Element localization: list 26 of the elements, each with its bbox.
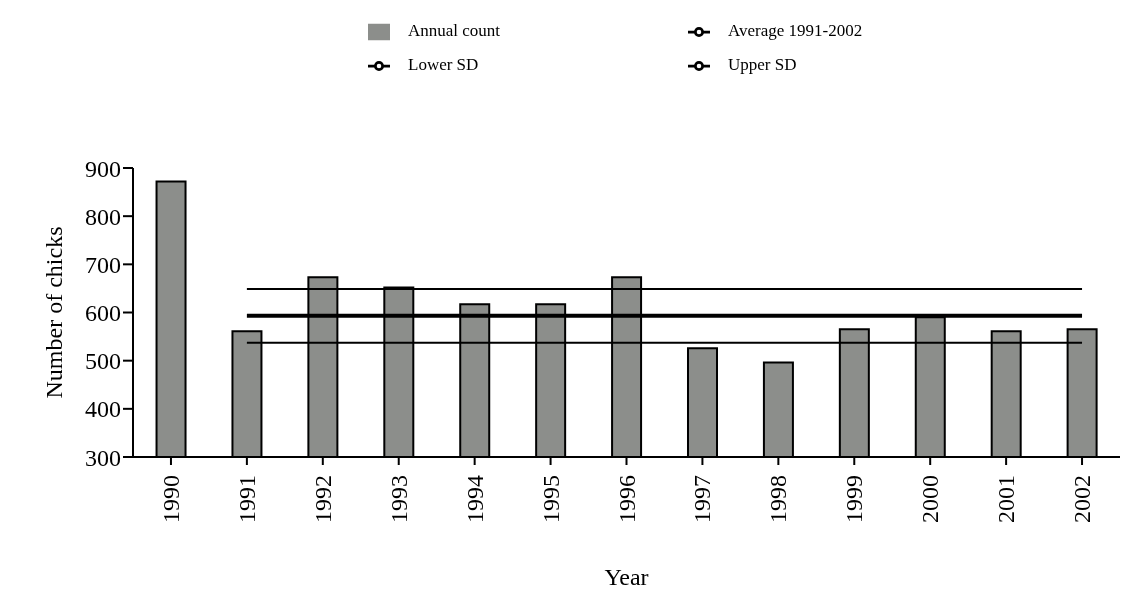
legend-label: Upper SD	[727, 54, 798, 76]
y-tick-label: 800	[85, 203, 121, 230]
x-tick-label: 2002	[1069, 475, 1096, 523]
legend-label: Lower SD	[407, 54, 480, 76]
x-tick-label: 1996	[613, 475, 640, 523]
y-tick-label: 900	[85, 155, 121, 182]
x-axis-title: Year	[604, 564, 649, 590]
x-tick-label: 1990	[157, 475, 184, 523]
y-tick-label: 400	[85, 396, 121, 423]
y-axis-title: Number of chicks	[40, 226, 67, 399]
x-tick-label: 1995	[537, 475, 564, 523]
x-tick-label: 1998	[765, 475, 792, 523]
x-tick-label: 1997	[689, 475, 716, 523]
x-tick-label: 1991	[233, 475, 260, 523]
x-tick-label: 1993	[385, 475, 412, 523]
x-tick-label: 1994	[461, 475, 488, 523]
y-tick-label: 600	[85, 300, 121, 327]
y-tick-label: 300	[85, 444, 121, 471]
x-tick-label: 1992	[309, 475, 336, 523]
x-tick-label: 2001	[993, 475, 1020, 523]
y-tick-label: 500	[85, 348, 121, 375]
legend-label: Annual count	[407, 20, 502, 42]
y-tick-label: 700	[85, 251, 121, 278]
x-tick-label: 1999	[841, 475, 868, 523]
legend-label: Average 1991-2002	[727, 20, 864, 42]
x-tick-label: 2000	[917, 475, 944, 523]
